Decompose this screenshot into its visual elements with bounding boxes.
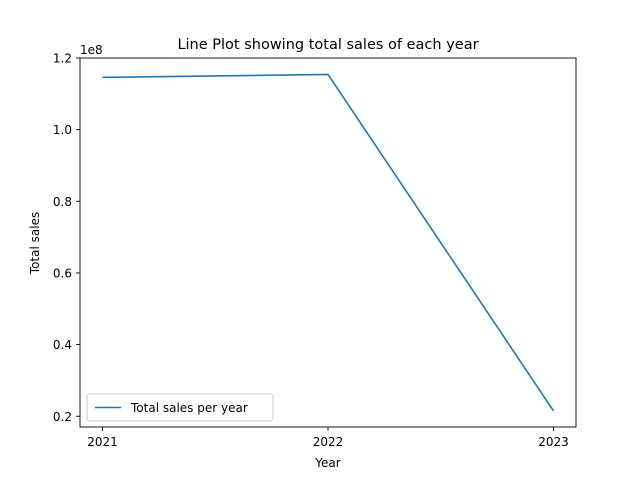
y-tick-label: 0.8 bbox=[53, 195, 72, 209]
legend: Total sales per year bbox=[86, 393, 274, 422]
y-tick-label: 1.0 bbox=[53, 123, 72, 137]
y-tick-label: 0.2 bbox=[53, 410, 72, 424]
legend-label: Total sales per year bbox=[130, 401, 248, 415]
x-tick-label: 2022 bbox=[313, 435, 344, 449]
x-tick-label: 2021 bbox=[87, 435, 118, 449]
y-tick-label: 0.4 bbox=[53, 338, 72, 352]
x-axis-label: Year bbox=[314, 456, 340, 470]
y-tick-label: 1.2 bbox=[53, 52, 72, 66]
y-offset-label: 1e8 bbox=[80, 43, 103, 57]
series-line bbox=[102, 73, 555, 412]
x-tick-label: 2023 bbox=[538, 435, 569, 449]
plot-area: 2021 2022 2023 0.2 0.4 0.6 0.8 1.0 1.2 bbox=[53, 52, 577, 449]
legend-box bbox=[86, 393, 274, 422]
y-tick-label: 0.6 bbox=[53, 266, 72, 280]
chart-title: Line Plot showing total sales of each ye… bbox=[177, 37, 478, 53]
y-axis-label: Total sales bbox=[28, 212, 42, 275]
